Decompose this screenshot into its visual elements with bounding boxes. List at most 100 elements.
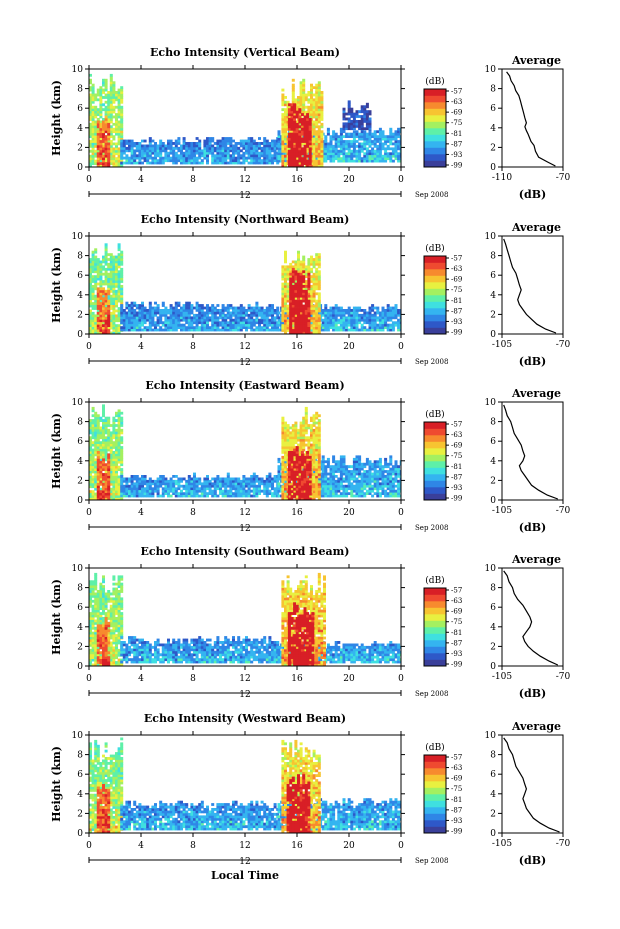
- heatmap-cell: [135, 313, 139, 317]
- heatmap-cell: [115, 475, 118, 479]
- heatmap-cell: [109, 262, 113, 266]
- heatmap-cell: [373, 135, 377, 138]
- heatmap-cell: [138, 144, 142, 148]
- heatmap-cell: [167, 309, 170, 312]
- heatmap-cell: [226, 151, 230, 155]
- heatmap-cell: [109, 294, 113, 298]
- heatmap-cell: [164, 149, 168, 153]
- heatmap-cell: [276, 161, 280, 165]
- colorbar-label: (dB): [425, 76, 444, 87]
- heatmap-cell: [89, 319, 92, 323]
- heatmap-cell: [289, 285, 293, 288]
- heatmap-cell: [109, 477, 113, 481]
- heatmap-cell: [198, 142, 202, 145]
- heatmap-cell: [128, 139, 131, 143]
- heatmap-cell: [91, 304, 95, 308]
- heatmap-cell: [91, 453, 95, 457]
- heatmap-cell: [154, 313, 157, 317]
- heatmap-cell: [102, 460, 105, 464]
- heatmap-cell: [300, 162, 304, 165]
- heatmap-cell: [232, 159, 235, 163]
- heatmap-cell: [281, 108, 285, 112]
- heatmap-cell: [373, 152, 377, 156]
- heatmap-cell: [112, 311, 116, 315]
- heatmap-cell: [117, 280, 121, 283]
- heatmap-cell: [317, 100, 321, 104]
- heatmap-cell: [104, 125, 108, 129]
- heatmap-cell: [242, 139, 246, 143]
- heatmap-cell: [260, 311, 264, 315]
- heatmap-cell: [350, 159, 354, 163]
- heatmap-cell: [109, 132, 113, 136]
- heatmap-cell: [229, 159, 233, 163]
- heatmap-cell: [312, 277, 316, 281]
- heatmap-cell: [208, 139, 212, 143]
- heatmap-cell: [211, 306, 215, 310]
- heatmap-cell: [115, 331, 118, 334]
- heatmap-cell: [337, 306, 341, 310]
- heatmap-cell: [195, 161, 199, 165]
- heatmap-cell: [104, 260, 108, 264]
- heatmap-cell: [321, 309, 325, 312]
- heatmap-cell: [284, 319, 287, 323]
- heatmap-cell: [247, 306, 251, 310]
- heatmap-cell: [281, 127, 285, 131]
- heatmap-cell: [258, 142, 261, 145]
- heatmap-cell: [304, 307, 308, 310]
- heatmap-cell: [284, 326, 287, 330]
- heatmap-cell: [130, 144, 134, 148]
- heatmap-cell: [306, 120, 310, 124]
- heatmap-cell: [172, 156, 176, 160]
- heatmap-cell: [151, 318, 155, 322]
- heatmap-cell: [339, 323, 343, 327]
- heatmap-cell: [368, 137, 372, 141]
- heatmap-cell: [99, 98, 103, 102]
- y-tick-label: 8: [77, 252, 83, 262]
- heatmap-cell: [332, 130, 336, 134]
- heatmap-cell: [250, 159, 254, 163]
- heatmap-cell: [373, 306, 377, 310]
- heatmap-cell: [310, 275, 313, 278]
- heatmap-cell: [389, 127, 393, 131]
- heatmap-cell: [326, 144, 330, 148]
- heatmap-cell: [250, 156, 254, 160]
- heatmap-cell: [89, 321, 92, 325]
- heatmap-cell: [117, 331, 121, 334]
- heatmap-cell: [167, 321, 170, 325]
- heatmap-cell: [310, 309, 313, 313]
- heatmap-cell: [112, 152, 116, 156]
- heatmap-cell: [167, 144, 170, 148]
- heatmap-cell: [299, 267, 303, 271]
- heatmap-cell: [337, 154, 341, 158]
- heatmap-cell: [315, 304, 319, 308]
- heatmap-cell: [112, 122, 116, 126]
- heatmap-cell: [117, 142, 121, 146]
- heatmap-cell: [174, 139, 178, 143]
- heatmap-cell: [350, 122, 354, 126]
- heatmap-cell: [96, 458, 100, 462]
- heatmap-cell: [297, 289, 300, 293]
- heatmap-cell: [146, 146, 150, 150]
- heatmap-cell: [198, 309, 202, 312]
- heatmap-cell: [255, 156, 259, 160]
- heatmap-cell: [154, 321, 157, 325]
- heatmap-cell: [239, 323, 243, 327]
- heatmap-cell: [109, 446, 113, 449]
- heatmap-cell: [265, 149, 269, 153]
- heatmap-cell: [177, 142, 181, 145]
- heatmap-cell: [122, 328, 126, 332]
- heatmap-cell: [91, 270, 95, 274]
- heatmap-cell: [290, 152, 294, 156]
- heatmap-cell: [112, 477, 116, 481]
- heatmap-cell: [164, 156, 168, 160]
- heatmap-cell: [180, 159, 183, 163]
- heatmap-cell: [190, 161, 194, 165]
- heatmap-cell: [138, 323, 142, 327]
- heatmap-cell: [360, 115, 364, 118]
- heatmap-cell: [310, 260, 313, 264]
- heatmap-cell: [303, 132, 307, 136]
- heatmap-cell: [394, 309, 398, 312]
- heatmap-cell: [290, 142, 294, 146]
- heatmap-cell: [352, 122, 356, 126]
- heatmap-cell: [167, 326, 170, 329]
